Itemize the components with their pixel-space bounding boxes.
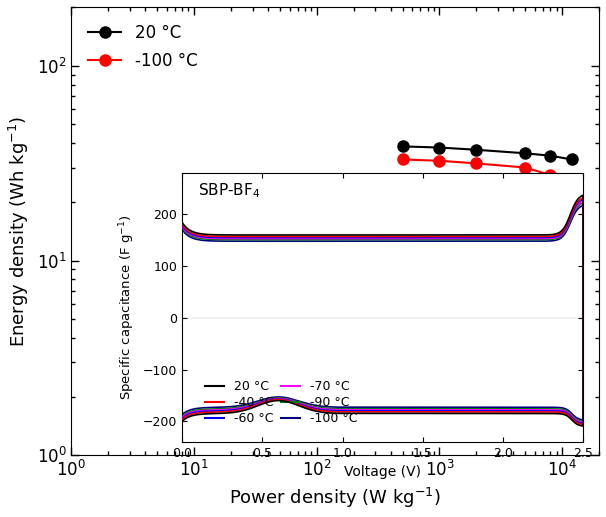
X-axis label: Power density (W kg$^{-1}$): Power density (W kg$^{-1}$): [230, 486, 441, 510]
Y-axis label: Energy density (Wh kg$^{-1}$): Energy density (Wh kg$^{-1}$): [7, 116, 31, 347]
Legend: 20 °C, -100 °C: 20 °C, -100 °C: [80, 16, 205, 78]
